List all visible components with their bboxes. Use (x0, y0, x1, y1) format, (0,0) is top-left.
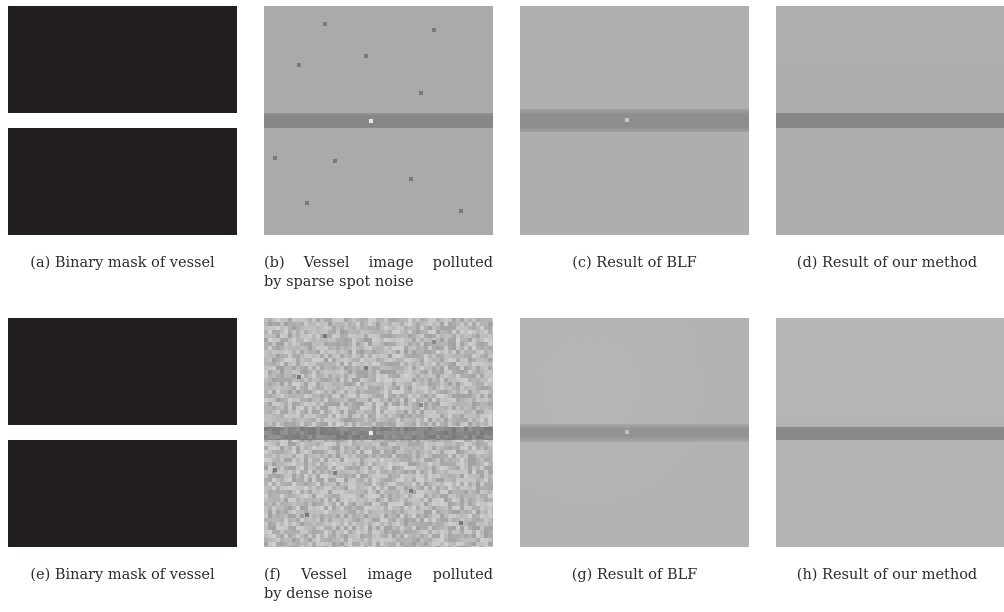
caption-a-text: (a) Binary mask of vessel (30, 255, 215, 271)
our-result-image-2 (776, 318, 1004, 547)
caption-b-line2: by sparse spot noise (264, 274, 414, 290)
our-result-image (776, 6, 1004, 235)
blf-result-image (520, 6, 749, 235)
caption-e-text: (e) Binary mask of vessel (30, 567, 215, 583)
panel-e-binary-mask (8, 318, 237, 547)
binary-mask-image-2 (8, 318, 237, 547)
panel-a-binary-mask (8, 6, 237, 235)
panel-g-blf-result (520, 318, 749, 547)
blf-result-image-2 (520, 318, 749, 547)
caption-b-line1: (b) Vessel image polluted (264, 255, 493, 271)
panel-h-our-result (776, 318, 1004, 547)
panel-b-sparse-noise (264, 6, 493, 235)
caption-f-line1: (f) Vessel image polluted (264, 567, 493, 583)
caption-g: (g) Result of BLF (520, 566, 749, 585)
caption-h-text: (h) Result of our method (796, 567, 978, 583)
binary-mask-image (8, 6, 237, 235)
sparse-noise-image (264, 6, 493, 235)
caption-a: (a) Binary mask of vessel (0, 254, 245, 273)
panel-d-our-result (776, 6, 1004, 235)
dense-noise-image (264, 318, 493, 547)
caption-c-text: (c) Result of BLF (572, 255, 697, 271)
caption-f-line2: by dense noise (264, 586, 373, 602)
caption-c: (c) Result of BLF (520, 254, 749, 273)
caption-g-text: (g) Result of BLF (571, 567, 698, 583)
caption-e: (e) Binary mask of vessel (0, 566, 245, 585)
caption-b: (b) Vessel image polluted by sparse spot… (264, 254, 493, 292)
caption-f: (f) Vessel image polluted by dense noise (264, 566, 493, 604)
caption-d: (d) Result of our method (770, 254, 1004, 273)
caption-h: (h) Result of our method (770, 566, 1004, 585)
panel-f-dense-noise (264, 318, 493, 547)
panel-c-blf-result (520, 6, 749, 235)
caption-d-text: (d) Result of our method (796, 255, 978, 271)
